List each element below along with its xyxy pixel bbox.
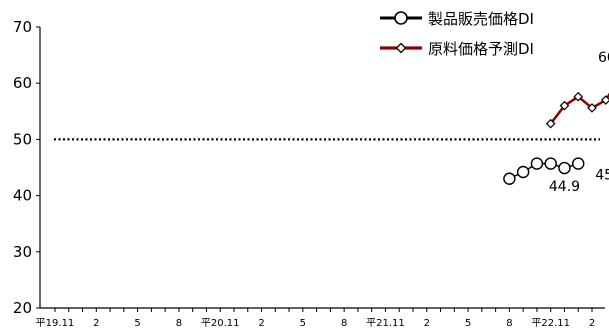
y-tick-label: 60 bbox=[13, 74, 32, 92]
y-tick-label: 20 bbox=[13, 299, 32, 317]
legend-label: 原料価格予測DI bbox=[428, 40, 534, 58]
data-point bbox=[558, 161, 571, 175]
x-tick-label: 2 bbox=[93, 318, 99, 329]
legend-item-2: 原料価格予測DI bbox=[380, 40, 534, 58]
x-tick-label: 8 bbox=[506, 318, 512, 329]
x-tick-label: 2 bbox=[589, 318, 595, 329]
x-tick-label: 平21.11 bbox=[366, 318, 405, 329]
data-label: 44.9 bbox=[549, 179, 580, 195]
data-point bbox=[587, 103, 597, 113]
x-tick-label: 2 bbox=[424, 318, 430, 329]
x-tick-label: 8 bbox=[341, 318, 347, 329]
y-tick-label: 70 bbox=[13, 18, 32, 36]
y-axis-tick-labels: 20 30 40 50 60 70 bbox=[13, 18, 40, 317]
data-point bbox=[559, 100, 570, 111]
series-line bbox=[549, 92, 609, 125]
y-tick-label: 50 bbox=[13, 130, 32, 148]
legend-label: 製品販売価格DI bbox=[428, 10, 534, 28]
data-point bbox=[544, 157, 557, 170]
series-1 bbox=[503, 157, 585, 185]
data-labels: 44.945.757.060.9 bbox=[549, 50, 609, 195]
data-label: 60.9 bbox=[598, 50, 609, 66]
legend-marker bbox=[395, 42, 407, 54]
x-tick-label: 平22.11 bbox=[531, 318, 570, 329]
x-tick-label: 5 bbox=[300, 318, 306, 329]
x-tick-label: 8 bbox=[176, 318, 182, 329]
x-tick-label: 5 bbox=[134, 318, 140, 329]
data-point bbox=[516, 165, 530, 179]
data-point bbox=[545, 118, 556, 129]
series-layer bbox=[503, 91, 609, 185]
data-point bbox=[600, 95, 609, 105]
data-label: 45.7 bbox=[595, 168, 609, 184]
data-point bbox=[572, 157, 585, 170]
legend-marker bbox=[394, 11, 408, 25]
x-tick-label: 平19.11 bbox=[36, 318, 75, 329]
y-tick-label: 40 bbox=[13, 187, 32, 205]
series-2 bbox=[545, 91, 609, 129]
x-tick-label: 平20.11 bbox=[201, 318, 240, 329]
y-tick-label: 30 bbox=[13, 243, 32, 261]
legend: 製品販売価格DI 原料価格予測DI bbox=[380, 10, 534, 58]
data-point bbox=[573, 91, 584, 102]
data-point bbox=[503, 172, 516, 185]
legend-item-1: 製品販売価格DI bbox=[380, 10, 534, 28]
data-point bbox=[530, 157, 544, 170]
x-axis-tick-labels: 平19.11 2 5 8 平20.11 2 5 8 平21.11 2 5 8 平22.11 2 bbox=[36, 308, 595, 329]
x-tick-label: 5 bbox=[465, 318, 471, 329]
x-tick-label: 2 bbox=[258, 318, 264, 329]
